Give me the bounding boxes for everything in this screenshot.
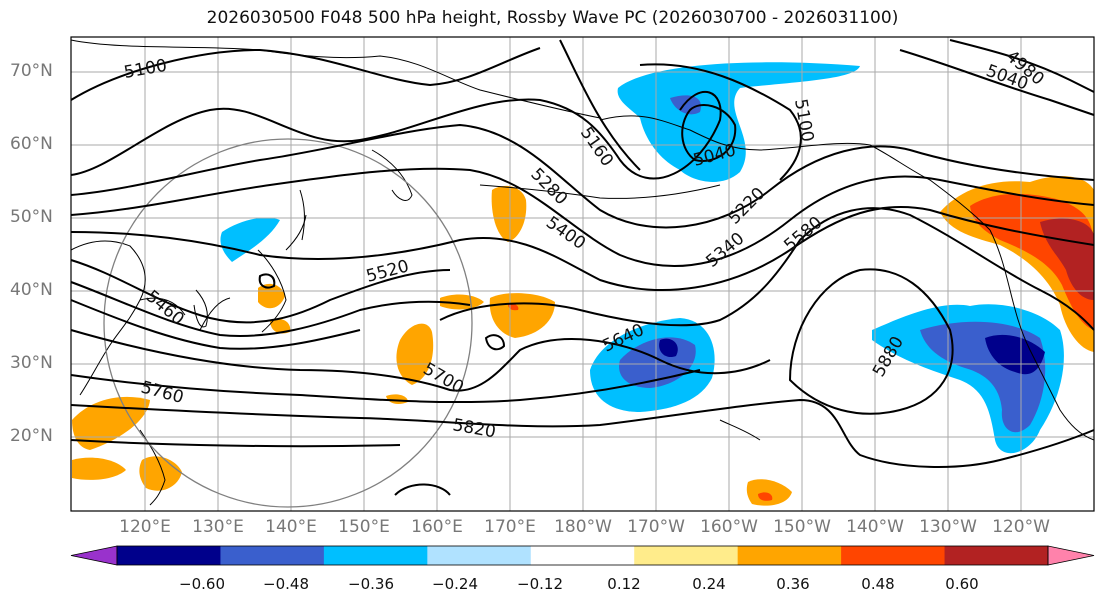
contour-5460 xyxy=(70,259,451,324)
contour-5040-loop xyxy=(681,104,737,162)
shade-pos-c xyxy=(440,294,484,310)
contour-loop-small xyxy=(484,334,506,351)
lon-label: 120°W xyxy=(992,517,1050,537)
map-title: 2026030500 F048 500 hPa height, Rossby W… xyxy=(206,8,899,28)
lon-label: 130°E xyxy=(192,517,244,537)
colorbar-tick-label: 0.48 xyxy=(861,575,895,593)
colorbar-swatch xyxy=(220,546,325,565)
colorbar-swatch xyxy=(634,546,739,565)
contour-5640 xyxy=(439,207,1095,331)
colorbar-tick-label: 0.60 xyxy=(945,575,979,593)
shade-pos-f xyxy=(270,318,291,334)
contour-ne-1 xyxy=(949,39,1095,93)
colorbar-tick-label: −0.12 xyxy=(517,575,563,593)
lat-label: 50°N xyxy=(10,207,53,227)
contour-north-3 xyxy=(639,63,802,181)
shade-central-negative-core xyxy=(659,338,678,358)
shade-pos-b-core xyxy=(508,303,519,311)
radius-circle xyxy=(103,138,473,508)
contour-5880 xyxy=(788,268,954,415)
colorbar-extend-high xyxy=(1047,545,1095,566)
lon-label: 170°W xyxy=(627,517,685,537)
lon-label: 160°W xyxy=(700,517,758,537)
contour-north-1 xyxy=(70,47,541,101)
colorbar-border xyxy=(116,545,1049,566)
lat-label: 60°N xyxy=(10,134,53,154)
colorbar-swatch xyxy=(117,546,221,565)
lon-label: 160°E xyxy=(411,517,463,537)
contour-5400 xyxy=(70,167,1095,267)
shade-bering-negative xyxy=(617,62,860,182)
shade-pos-a xyxy=(491,185,527,242)
contour-ne-2 xyxy=(899,49,1095,116)
contour-5520 xyxy=(70,206,1095,291)
colorbar-swatch xyxy=(737,546,842,565)
lat-label: 40°N xyxy=(10,280,53,300)
contour-5280 xyxy=(70,123,1095,229)
shade-pos-h xyxy=(72,457,126,480)
contour-5760 xyxy=(70,369,701,404)
lat-label: 30°N xyxy=(10,353,53,373)
contour-5820 xyxy=(70,398,1095,468)
contour-mid-1 xyxy=(70,281,471,337)
coast-na-west xyxy=(989,229,1095,441)
coast-asia xyxy=(70,240,231,396)
colorbar-tick-label: −0.48 xyxy=(263,575,309,593)
contour-north-2 xyxy=(70,90,722,180)
coast-japan xyxy=(257,214,307,333)
colorbar-swatch xyxy=(323,546,428,565)
colorbar xyxy=(70,545,1095,566)
colorbar-swatch xyxy=(944,546,1049,565)
contour-south-island xyxy=(394,483,451,496)
lat-label: 20°N xyxy=(10,426,53,446)
colorbar-swatch xyxy=(841,546,946,565)
shade-pos-k xyxy=(746,479,792,506)
map-border xyxy=(70,36,1095,512)
contour-mid-2 xyxy=(70,299,361,350)
colorbar-tick-label: 0.12 xyxy=(607,575,641,593)
lon-label: 180°W xyxy=(554,517,612,537)
colorbar-tick-label: −0.60 xyxy=(179,575,225,593)
lon-label: 150°E xyxy=(338,517,390,537)
lon-label: 150°W xyxy=(773,517,831,537)
lon-label: 140°E xyxy=(265,517,317,537)
lon-label: 140°W xyxy=(846,517,904,537)
contour-5160 xyxy=(559,39,641,171)
colorbar-swatch xyxy=(427,546,532,565)
coast-alaska xyxy=(599,115,991,231)
shade-pos-e xyxy=(258,283,285,309)
colorbar-tick-label: 0.36 xyxy=(776,575,810,593)
colorbar-tick-label: −0.24 xyxy=(432,575,478,593)
shade-bering-negative-core xyxy=(670,95,701,115)
shade-pos-d xyxy=(396,323,434,385)
lon-label: 120°E xyxy=(119,517,171,537)
coast-kamchatka xyxy=(371,149,413,201)
colorbar-extend-low xyxy=(70,545,118,566)
colorbar-swatch xyxy=(530,546,635,565)
lon-label: 130°W xyxy=(919,517,977,537)
coast-sakhalin xyxy=(299,189,305,241)
shade-japan-negative xyxy=(220,217,280,262)
contour-5700 xyxy=(70,329,771,392)
colorbar-tick-label: 0.24 xyxy=(692,575,726,593)
contour-loop-japan xyxy=(258,273,276,289)
colorbar-tick-label: −0.36 xyxy=(348,575,394,593)
coast-korea xyxy=(193,289,208,328)
contour-south xyxy=(70,439,401,448)
lat-label: 70°N xyxy=(10,61,53,81)
coast-hawaii xyxy=(719,419,761,441)
shade-pos-k-core xyxy=(758,492,773,501)
lon-label: 170°E xyxy=(484,517,536,537)
height-contours xyxy=(70,39,1095,496)
